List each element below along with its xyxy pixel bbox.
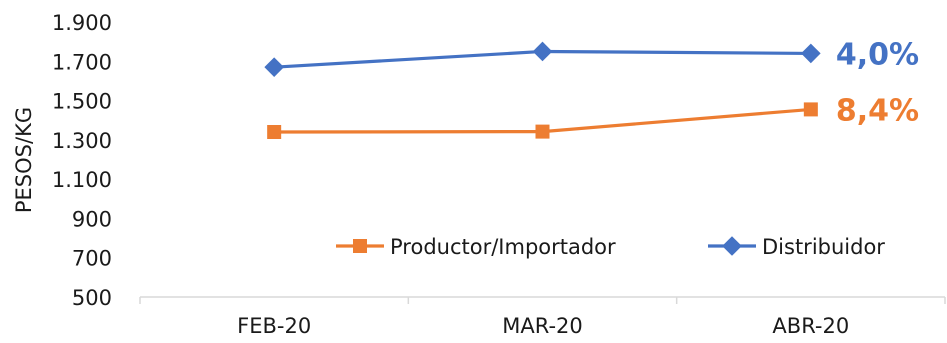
square-marker — [353, 239, 367, 253]
diamond-marker — [722, 236, 742, 256]
y-tick-label: 900 — [72, 207, 112, 231]
diamond-marker — [532, 41, 553, 62]
series-1 — [267, 102, 818, 139]
series-0 — [264, 41, 821, 77]
x-tick-label: ABR-20 — [772, 314, 849, 338]
y-tick-label: 1.500 — [52, 90, 112, 114]
diamond-marker — [264, 57, 284, 77]
y-tick-label: 1.300 — [52, 129, 112, 153]
series-end-label: 8,4% — [836, 93, 919, 128]
square-marker — [803, 102, 818, 117]
y-axis-ticks: 1.900 1.700 1.500 1.300 1.100 900 700 500 — [52, 11, 112, 310]
legend-label: Productor/Importador — [390, 235, 616, 259]
legend: Productor/Importador Distribuidor — [336, 235, 885, 259]
x-tick-label: FEB-20 — [237, 314, 311, 338]
y-tick-label: 700 — [72, 247, 112, 271]
y-tick-label: 1.100 — [52, 168, 112, 192]
x-tick-label: MAR-20 — [502, 314, 583, 338]
end-labels: 4,0% 8,4% — [836, 37, 919, 128]
square-marker — [267, 125, 282, 139]
y-tick-label: 1.900 — [52, 11, 112, 35]
diamond-marker — [801, 43, 821, 64]
legend-item: Distribuidor — [708, 235, 885, 259]
series-group — [264, 41, 821, 139]
legend-label: Distribuidor — [762, 235, 885, 259]
square-marker — [535, 124, 550, 139]
y-tick-label: 1.700 — [52, 50, 112, 74]
y-axis-label: PESOS/KG — [12, 107, 36, 213]
series-end-label: 4,0% — [836, 37, 919, 72]
legend-item: Productor/Importador — [336, 235, 616, 259]
y-tick-label: 500 — [72, 286, 112, 310]
x-axis-ticks: FEB-20 MAR-20 ABR-20 — [139, 297, 946, 338]
